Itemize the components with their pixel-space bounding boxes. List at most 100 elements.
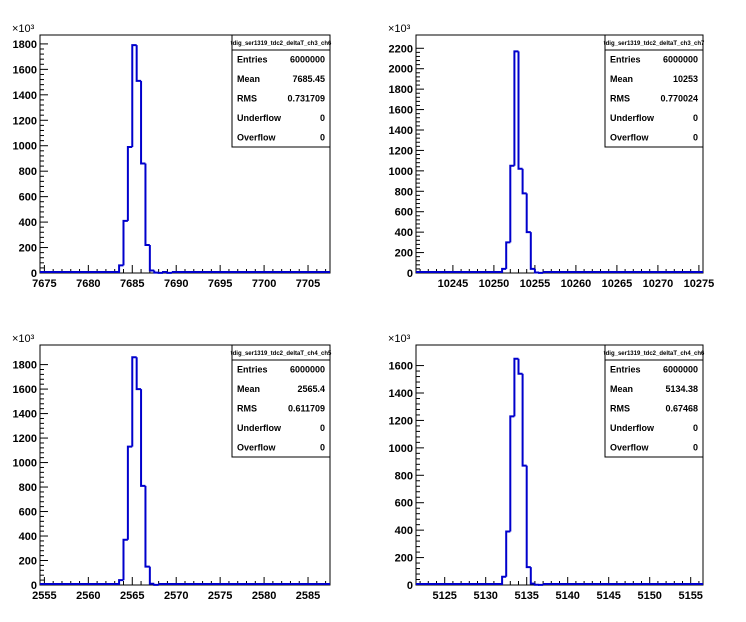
y-tick-label: 1800 [389, 84, 413, 96]
y-tick-label: 800 [19, 482, 37, 494]
x-tick-label: 5155 [678, 590, 702, 602]
stats-row-label: Mean [237, 74, 260, 84]
y-tick-label: 200 [19, 556, 37, 568]
stats-row-value: 0 [320, 132, 325, 142]
stats-row-label: RMS [610, 404, 630, 414]
stats-row-value: 0 [693, 113, 698, 123]
y-tick-label: 400 [395, 525, 413, 537]
histogram-panel-3: 0 200 400 600 800 1000 1200 1400 1600 1800 ×10³ 255… [12, 333, 332, 602]
stats-row-value: 0.770024 [660, 94, 698, 104]
stats-box: tdig_ser1319_tdc2_deltaT_ch3_ch6 Entries 6… [231, 34, 332, 148]
stats-row-value: 0.731709 [287, 94, 325, 104]
stats-row-label: Underflow [610, 423, 655, 433]
histogram-bin [501, 575, 507, 585]
stats-box-frame [231, 34, 331, 148]
stats-row-value: 0 [320, 423, 325, 433]
y-multiplier-label: ×10³ [12, 333, 35, 345]
stats-box-frame [231, 344, 331, 458]
histogram-bin [521, 168, 527, 195]
stats-row-value: 7685.45 [292, 74, 325, 84]
x-tick-label: 10260 [561, 278, 592, 290]
stats-row-value: 0 [320, 442, 325, 452]
histogram-bin [513, 357, 519, 417]
y-tick-label: 400 [19, 531, 37, 543]
y-tick-label: 200 [395, 248, 413, 260]
histogram-bin [533, 583, 539, 586]
histogram-bin [135, 357, 142, 391]
histogram-bin [525, 465, 531, 569]
stats-box-frame [604, 34, 704, 148]
y-tick-label: 1200 [13, 433, 37, 445]
y-tick-label: 0 [31, 580, 37, 592]
y-tick-label: 600 [395, 498, 413, 510]
histogram-bin [131, 356, 137, 447]
y-tick-label: 1200 [389, 145, 413, 157]
histogram-panel-4: 0 200 400 600 800 1000 1200 1400 1600 ×10³ 5125 513… [388, 333, 705, 602]
stats-row-label: RMS [610, 94, 630, 104]
y-tick-label: 800 [395, 186, 413, 198]
stats-row-label: Entries [610, 55, 641, 65]
stats-row-label: Entries [237, 55, 268, 65]
histogram-panel-2: 0 200 400 600 800 1000 1200 1400 1600 1800 2000 220… [388, 23, 714, 290]
stats-row-value: 2565.4 [297, 384, 325, 394]
histogram-bin [144, 485, 150, 568]
stats-row-label: Entries [237, 365, 268, 375]
x-tick-label: 2555 [32, 590, 56, 602]
histogram-bin [140, 389, 146, 487]
x-tick-label: 10255 [520, 278, 551, 290]
stats-row-label: Underflow [237, 113, 282, 123]
y-tick-label: 1000 [389, 443, 413, 455]
stats-row-label: Mean [610, 384, 633, 394]
y-tick-label: 1200 [389, 415, 413, 427]
x-tick-label: 7690 [164, 278, 188, 290]
stats-box: tdig_ser1319_tdc2_deltaT_ch4_ch6 Entries 6… [604, 344, 705, 458]
histogram-bin [513, 50, 519, 166]
x-tick-label: 5140 [555, 590, 579, 602]
y-tick-label: 1400 [13, 90, 37, 102]
x-tick-label: 7680 [76, 278, 100, 290]
x-tick-label: 2585 [296, 590, 320, 602]
y-tick-label: 1000 [13, 141, 37, 153]
histogram-bin [505, 530, 511, 577]
stats-box-title: tdig_ser1319_tdc2_deltaT_ch4_ch6 [604, 351, 705, 357]
histogram-bin [517, 358, 523, 375]
histogram-bin [153, 583, 159, 586]
stats-row-label: Mean [610, 74, 633, 84]
x-tick-label: 10270 [643, 278, 674, 290]
y-tick-label: 1600 [389, 361, 413, 373]
stats-row-label: Overflow [610, 132, 650, 142]
y-tick-label: 1600 [389, 105, 413, 117]
histogram-bin [529, 232, 535, 270]
stats-row-value: 6000000 [663, 55, 698, 65]
x-tick-label: 2565 [120, 590, 144, 602]
y-tick-label: 0 [407, 268, 413, 280]
stats-box-title: tdig_ser1319_tdc2_deltaT_ch3_ch6 [231, 41, 332, 47]
histogram-bin [501, 267, 507, 273]
y-tick-label: 2200 [389, 43, 413, 55]
stats-row-label: Entries [610, 365, 641, 375]
stats-row-value: 0.67468 [665, 404, 698, 414]
y-tick-label: 1600 [13, 384, 37, 396]
histogram-bin [521, 373, 527, 467]
x-tick-label: 2580 [252, 590, 276, 602]
x-tick-label: 7705 [296, 278, 320, 290]
stats-box-title: tdig_ser1319_tdc2_deltaT_ch4_ch5 [231, 351, 332, 357]
y-tick-label: 2000 [389, 64, 413, 76]
y-tick-label: 0 [407, 580, 413, 592]
stats-row-value: 5134.38 [665, 384, 698, 394]
stats-row-label: RMS [237, 94, 257, 104]
histogram-bin [118, 264, 124, 273]
stats-row-value: 6000000 [290, 365, 325, 375]
y-tick-label: 1600 [13, 64, 37, 76]
stats-row-value: 6000000 [663, 365, 698, 375]
y-tick-label: 1400 [389, 125, 413, 137]
histogram-bin [509, 164, 515, 243]
y-tick-label: 400 [19, 217, 37, 229]
y-tick-label: 600 [19, 192, 37, 204]
histogram-bin [140, 80, 146, 165]
stats-row-label: Overflow [610, 442, 650, 452]
histogram-panel-1: 0 200 400 600 800 1000 1200 1400 1600 1800 ×10³ 767… [12, 23, 332, 290]
x-tick-label: 7675 [32, 278, 56, 290]
y-multiplier-label: ×10³ [388, 333, 411, 345]
stats-row-value: 6000000 [290, 55, 325, 65]
